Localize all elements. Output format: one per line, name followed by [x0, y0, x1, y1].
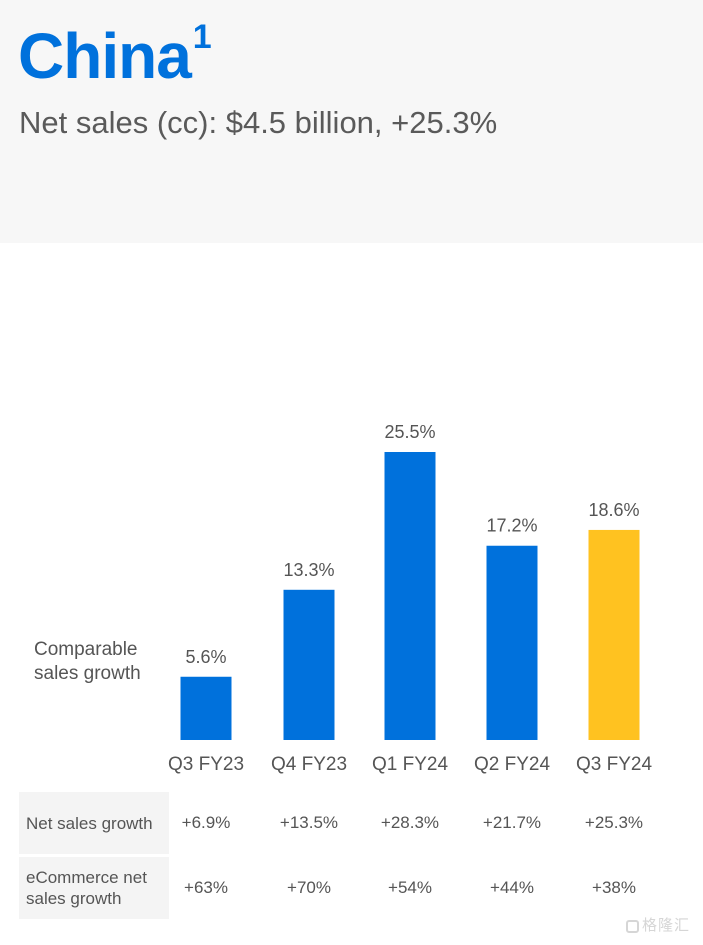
- bar-chart: 5.6% Q3 FY23 13.3% Q4 FY23 25.5% Q1 FY24 17.2%…: [168, 422, 652, 775]
- watermark: 格隆汇: [626, 914, 690, 935]
- data-label: 18.6%: [588, 500, 639, 520]
- bar-q2-fy24: [486, 545, 538, 740]
- title-text: China: [18, 20, 192, 92]
- data-label: 25.5%: [384, 422, 435, 442]
- table-row-label: eCommerce net sales growth: [19, 857, 169, 919]
- header-panel: China1 Net sales (cc): $4.5 billion, +25…: [0, 0, 703, 243]
- bar-q3-fy23: [180, 676, 232, 740]
- table-cell: +44%: [490, 878, 534, 897]
- watermark-text: 格隆汇: [642, 917, 691, 934]
- watermark-logo-icon: [626, 919, 639, 933]
- x-tick-label: Q3 FY23: [168, 754, 244, 775]
- bar-q4-fy23: [283, 589, 335, 740]
- table-cell: +6.9%: [181, 813, 231, 832]
- x-tick-label: Q4 FY23: [271, 754, 347, 775]
- table-cell: +13.5%: [279, 813, 339, 832]
- data-label: 13.3%: [283, 560, 334, 580]
- page-title: China1: [18, 20, 212, 88]
- bar-q1-fy24: [384, 452, 436, 740]
- table-cell: +54%: [388, 878, 432, 897]
- table-cell: +63%: [184, 878, 228, 897]
- data-label: 17.2%: [486, 516, 537, 536]
- table-cell: +38%: [592, 878, 636, 897]
- table-cell: +25.3%: [584, 813, 644, 832]
- bar-q3-fy24: [588, 529, 640, 740]
- x-tick-label: Q3 FY24: [576, 754, 652, 775]
- net-sales-subtitle: Net sales (cc): $4.5 billion, +25.3%: [19, 105, 498, 140]
- table-cell: +28.3%: [380, 813, 440, 832]
- table-row-label: Net sales growth: [19, 792, 169, 854]
- footnote-marker: 1: [192, 17, 212, 56]
- chart-series-label: Comparable sales growth: [34, 639, 141, 684]
- x-tick-label: Q2 FY24: [474, 754, 550, 775]
- data-label: 5.6%: [185, 647, 226, 667]
- table-cell: +70%: [287, 878, 331, 897]
- x-tick-label: Q1 FY24: [372, 754, 448, 775]
- table-cell: +21.7%: [482, 813, 542, 832]
